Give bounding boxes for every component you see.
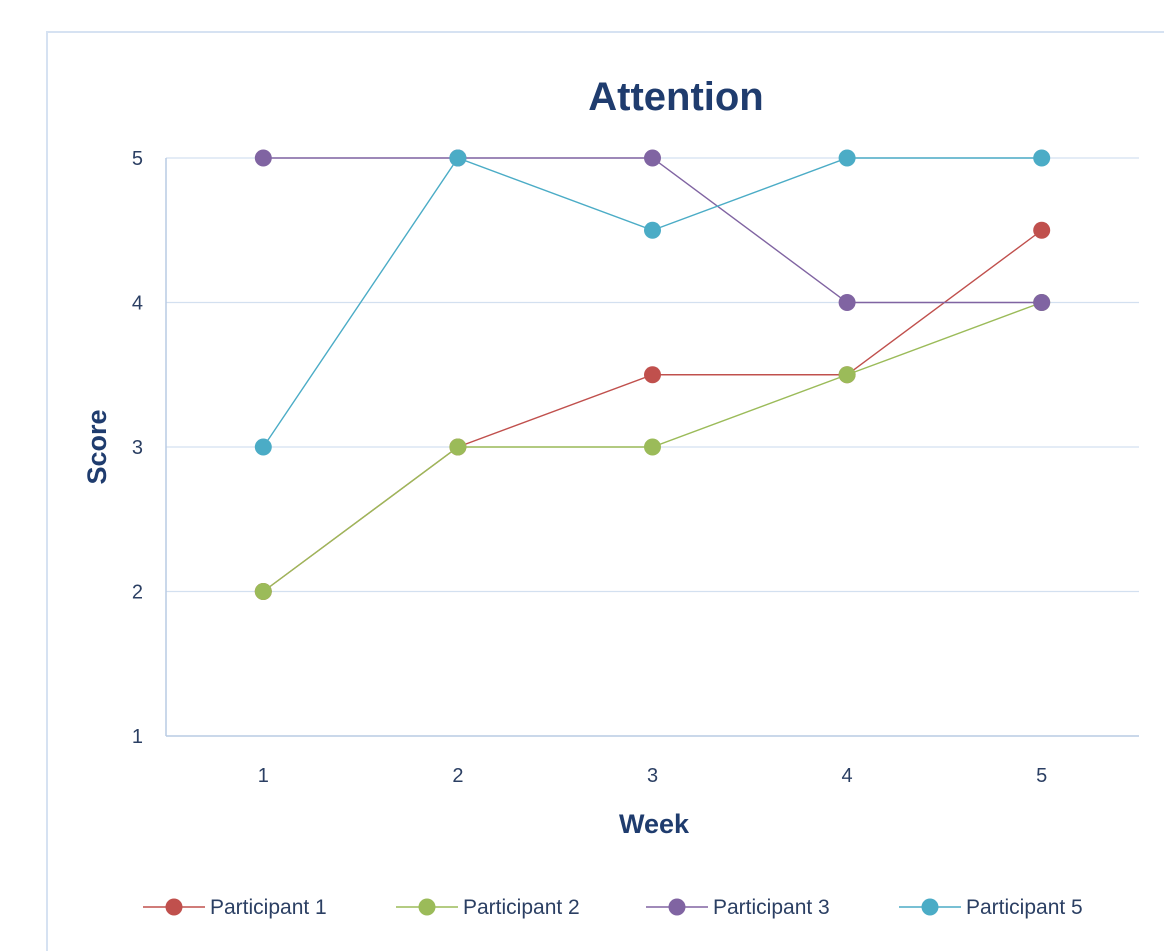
data-point (1033, 149, 1051, 167)
series-1 (254, 221, 1051, 600)
axes (165, 158, 1139, 737)
data-point (449, 149, 467, 167)
data-point (838, 366, 856, 384)
data-point (838, 294, 856, 311)
legend-marker (668, 898, 686, 916)
legend-item-3: Participant 3 (646, 896, 830, 919)
data-point (449, 438, 467, 456)
y-axis-title: Score (82, 409, 112, 484)
data-point (1033, 294, 1051, 311)
x-tick-label: 5 (1036, 765, 1047, 787)
x-tick-label: 3 (647, 765, 658, 787)
x-tick-label: 1 (258, 765, 269, 787)
legend: Participant 1 Participant 2 Participant 3 P… (143, 896, 1083, 919)
x-tick-labels: 1 2 3 4 5 (258, 765, 1048, 787)
series-lines (254, 149, 1051, 600)
y-tick-label: 2 (132, 582, 143, 604)
data-point (644, 438, 661, 456)
legend-label: Participant 5 (966, 896, 1083, 919)
chart-frame (46, 31, 1164, 951)
series-line (262, 229, 1043, 593)
data-point (838, 149, 856, 167)
series-2 (254, 294, 1051, 600)
legend-marker (921, 898, 939, 916)
y-tick-label: 1 (132, 726, 143, 748)
chart-title: Attention (588, 75, 764, 119)
y-tick-labels: 1 2 3 4 5 (132, 148, 143, 748)
data-point (644, 366, 661, 384)
data-point (1033, 221, 1051, 239)
y-tick-label: 5 (132, 148, 143, 170)
legend-label: Participant 3 (713, 896, 830, 919)
y-tick-label: 3 (132, 437, 143, 459)
x-axis-title: Week (619, 809, 690, 839)
y-tick-label: 4 (132, 293, 143, 315)
x-tick-label: 4 (842, 765, 853, 787)
legend-item-1: Participant 1 (143, 896, 327, 919)
data-point (254, 149, 272, 167)
legend-label: Participant 1 (210, 896, 327, 919)
data-point (644, 221, 661, 239)
legend-marker (418, 898, 436, 916)
legend-item-4: Participant 5 (899, 896, 1083, 919)
data-point (254, 583, 272, 600)
legend-label: Participant 2 (463, 896, 580, 919)
series-4 (254, 149, 1051, 456)
data-point (254, 438, 272, 456)
legend-marker (165, 898, 183, 916)
legend-item-2: Participant 2 (396, 896, 580, 919)
data-point (644, 149, 661, 167)
x-tick-label: 2 (452, 765, 463, 787)
